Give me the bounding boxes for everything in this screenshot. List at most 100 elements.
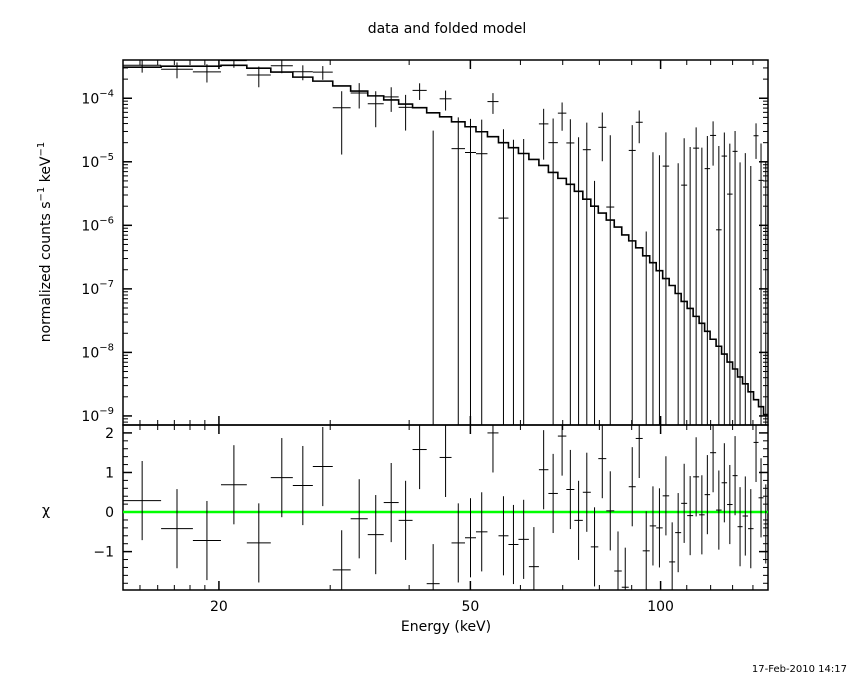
residual-point bbox=[642, 511, 650, 590]
residual-point bbox=[487, 425, 499, 473]
data-point bbox=[635, 110, 643, 144]
residual-point bbox=[635, 425, 643, 479]
data-point bbox=[662, 132, 670, 425]
residual-point bbox=[693, 437, 700, 517]
data-point bbox=[758, 143, 764, 425]
residual-point bbox=[758, 458, 764, 538]
x-tick-label: 20 bbox=[210, 599, 228, 615]
chart-title: data and folded model bbox=[368, 21, 527, 37]
data-point bbox=[350, 83, 368, 109]
data-point bbox=[721, 132, 728, 425]
residual-point bbox=[763, 484, 769, 564]
residual-point bbox=[557, 425, 567, 476]
residual-point bbox=[669, 522, 676, 590]
data-point bbox=[465, 118, 476, 425]
residual-point bbox=[721, 443, 728, 523]
data-point bbox=[753, 123, 759, 159]
data-point bbox=[161, 62, 193, 79]
y-tick-label: 10−7 bbox=[81, 279, 114, 298]
residual-point bbox=[528, 527, 539, 590]
residual-point bbox=[732, 436, 738, 516]
top-panel-frame bbox=[122, 59, 769, 426]
residual-point bbox=[675, 493, 682, 573]
residual-point bbox=[753, 425, 759, 482]
data-point bbox=[451, 117, 466, 425]
data-point bbox=[312, 66, 333, 80]
residual-point bbox=[681, 463, 688, 543]
data-point bbox=[192, 64, 221, 83]
residual-point bbox=[548, 453, 558, 534]
residual-point bbox=[312, 426, 333, 507]
residual-point bbox=[412, 425, 427, 490]
residual-point bbox=[220, 445, 247, 525]
residual-point bbox=[710, 425, 717, 493]
data-point bbox=[566, 119, 575, 425]
data-point bbox=[246, 66, 271, 88]
data-point bbox=[557, 102, 567, 131]
x-tick-label: 100 bbox=[647, 599, 674, 615]
residual-point bbox=[699, 475, 705, 555]
residual-point bbox=[737, 487, 743, 567]
residual-point bbox=[292, 445, 313, 526]
residual-point bbox=[748, 489, 754, 569]
y-tick-label: 10−8 bbox=[81, 342, 114, 361]
data-point bbox=[475, 119, 488, 425]
residual-point bbox=[582, 452, 591, 532]
chi-tick-label: 0 bbox=[105, 505, 114, 521]
residual-point bbox=[727, 464, 733, 545]
residual-point bbox=[508, 504, 519, 585]
residual-point bbox=[649, 486, 657, 566]
data-point bbox=[383, 87, 399, 112]
residual-point bbox=[161, 489, 193, 569]
folded-model-line bbox=[123, 64, 769, 416]
residual-point bbox=[367, 495, 384, 575]
chi-tick-label: 2 bbox=[105, 426, 114, 442]
data-point bbox=[710, 121, 717, 166]
data-point bbox=[270, 60, 293, 74]
data-point bbox=[693, 127, 700, 425]
residual-point bbox=[270, 438, 293, 518]
residual-point bbox=[451, 503, 466, 583]
data-point bbox=[487, 93, 499, 114]
residual-point bbox=[246, 503, 271, 583]
residual-point bbox=[383, 462, 399, 543]
data-point bbox=[704, 135, 711, 425]
residual-point bbox=[614, 531, 622, 590]
data-point bbox=[292, 65, 313, 81]
x-tick-label: 50 bbox=[461, 599, 479, 615]
data-point bbox=[606, 135, 615, 425]
y-tick-label: 10−6 bbox=[81, 215, 114, 234]
residual-point bbox=[621, 547, 629, 590]
data-point bbox=[628, 125, 636, 425]
data-point bbox=[598, 112, 607, 162]
residual-point bbox=[656, 488, 663, 568]
residual-point bbox=[704, 455, 711, 535]
y-tick-label: 10−4 bbox=[81, 88, 114, 107]
data-point bbox=[123, 60, 162, 73]
residual-point bbox=[465, 498, 476, 578]
x-axis-label: Energy (keV) bbox=[401, 619, 491, 635]
data-point bbox=[498, 129, 509, 425]
residual-point bbox=[566, 449, 575, 530]
data-point bbox=[398, 94, 413, 131]
data-point bbox=[538, 108, 549, 160]
chi-axis-label: χ bbox=[42, 503, 50, 519]
residual-point bbox=[350, 479, 368, 559]
residual-point bbox=[332, 530, 351, 590]
top-panel: 10−4 10−5 10−6 10−7 10−8 10−9 bbox=[81, 59, 769, 426]
data-point bbox=[732, 131, 738, 425]
residual-point bbox=[192, 500, 221, 581]
residual-point bbox=[716, 470, 722, 550]
chi-tick-label: 1 bbox=[105, 465, 114, 481]
residual-point bbox=[398, 480, 413, 560]
y-axis-label: normalized counts s−1 keV−1 bbox=[36, 142, 54, 343]
bottom-panel: 20 50 100 2 1 0 −1 bbox=[93, 424, 769, 615]
residual-point bbox=[628, 447, 636, 527]
chi-tick-label: −1 bbox=[93, 545, 114, 561]
residual-point bbox=[687, 476, 694, 556]
residual-point bbox=[123, 461, 162, 541]
data-point bbox=[220, 60, 247, 68]
residual-point bbox=[475, 492, 488, 572]
residual-point bbox=[538, 430, 549, 510]
residual-point bbox=[439, 425, 452, 498]
